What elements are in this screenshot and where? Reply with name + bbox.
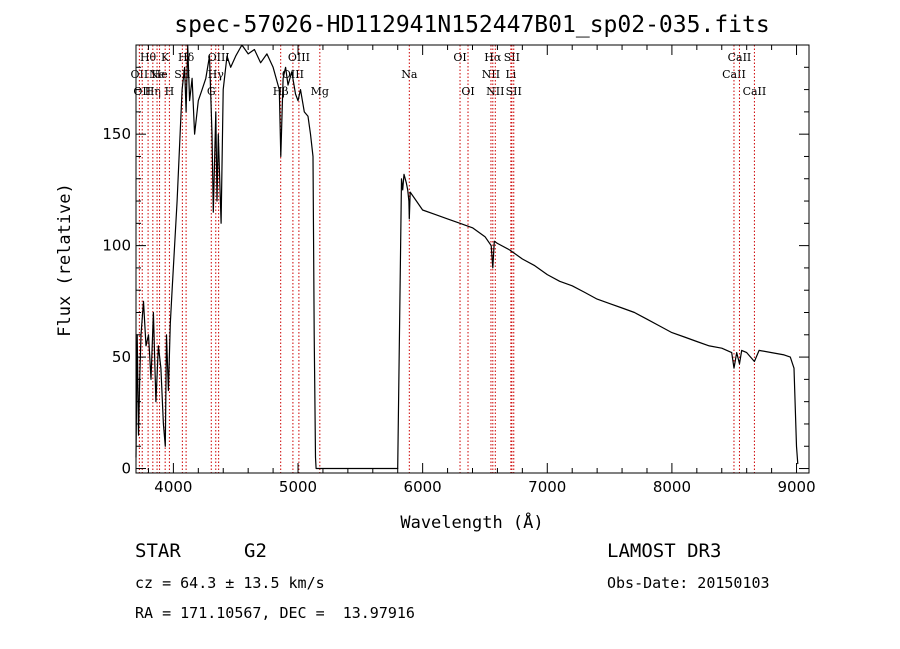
line-marker-label-4: Ne	[149, 68, 165, 81]
x-tick-label-0: 4000	[154, 478, 192, 496]
line-marker-label-3: Hη	[145, 85, 161, 98]
line-marker-label-10: G	[207, 85, 216, 98]
line-marker-label-9: Hδ	[178, 51, 195, 64]
line-marker-label-0: OII	[131, 68, 149, 81]
line-marker-label-16: Mg	[311, 85, 329, 98]
line-marker-label-1: OII	[133, 85, 151, 98]
y-tick-label-3: 150	[102, 125, 131, 143]
survey-label: LAMOST DR3	[607, 540, 722, 562]
spectral-line-markers: OIIOIIHθHηNeHeKHSIIHδGHγOIIIHβOIIIOIIIMg…	[131, 45, 767, 473]
line-marker-label-22: NII	[486, 85, 504, 98]
spectrum-line	[135, 44, 799, 470]
y-tick-label-2: 100	[102, 237, 131, 255]
x-tick-label-1: 5000	[279, 478, 317, 496]
line-marker-label-17: Na	[401, 68, 418, 81]
x-tick-label-4: 8000	[653, 478, 691, 496]
y-tick-label-0: 0	[121, 460, 131, 478]
redshift-info: cz = 64.3 ± 13.5 km/s	[135, 574, 325, 592]
x-axis-label: Wavelength (Å)	[400, 511, 543, 533]
line-marker-label-21: Hα	[484, 51, 502, 64]
x-tick-label-3: 7000	[528, 478, 566, 496]
line-marker-label-6: K	[161, 51, 170, 64]
object-class: STAR	[135, 540, 181, 562]
line-marker-label-15: OIII	[288, 51, 310, 64]
y-axis-ticks: 0 50 100 150	[102, 66, 809, 478]
line-marker-label-24: SII	[504, 51, 520, 64]
line-marker-label-28: CaII	[743, 85, 767, 98]
line-marker-label-20: NII	[482, 68, 500, 81]
line-marker-label-23: Li	[505, 68, 516, 81]
line-marker-label-27: CaII	[728, 51, 752, 64]
line-marker-label-18: OI	[453, 51, 466, 64]
x-axis-ticks: 4000 5000 6000 7000 8000 9000	[147, 45, 816, 496]
y-tick-label-1: 50	[112, 348, 131, 366]
line-marker-label-2: Hθ	[140, 51, 157, 64]
coordinates-info: RA = 171.10567, DEC = 13.97916	[135, 604, 415, 622]
observation-date: Obs-Date: 20150103	[607, 574, 770, 592]
line-marker-label-12: OIII	[208, 51, 230, 64]
line-marker-label-13: Hβ	[273, 85, 289, 98]
line-marker-label-25: SII	[506, 85, 522, 98]
object-subclass: G2	[244, 540, 267, 562]
x-tick-label-2: 6000	[404, 478, 442, 496]
plot-frame	[135, 44, 810, 474]
line-marker-label-5: He	[152, 68, 168, 81]
line-marker-label-19: OI	[461, 85, 474, 98]
line-marker-label-11: Hγ	[208, 68, 225, 81]
line-marker-label-7: H	[165, 85, 175, 98]
y-axis-label: Flux (relative)	[55, 183, 75, 337]
x-tick-label-5: 9000	[777, 478, 815, 496]
line-marker-label-26: CaII	[722, 68, 746, 81]
chart-title: spec-57026-HD112941N152447B01_sp02-035.f…	[174, 12, 769, 38]
